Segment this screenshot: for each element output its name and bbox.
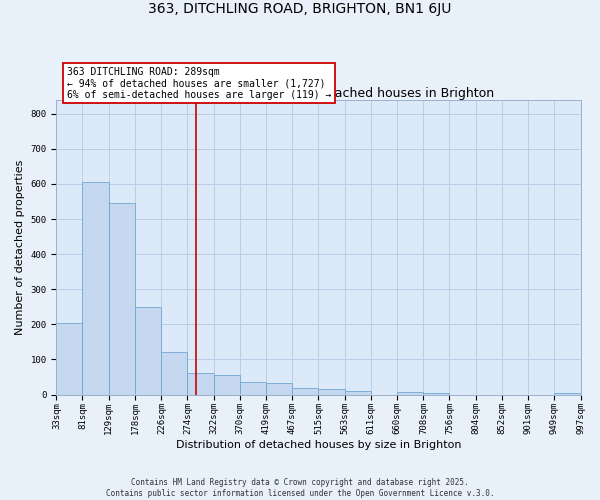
Bar <box>397 392 424 394</box>
Bar <box>135 307 161 394</box>
Bar <box>319 390 344 394</box>
Bar <box>554 393 581 394</box>
Bar <box>239 382 266 394</box>
Bar <box>344 391 371 394</box>
Bar <box>424 393 449 394</box>
Bar <box>292 388 319 394</box>
Text: 363, DITCHLING ROAD, BRIGHTON, BN1 6JU: 363, DITCHLING ROAD, BRIGHTON, BN1 6JU <box>148 2 452 16</box>
Bar <box>109 204 135 394</box>
Bar <box>214 374 239 394</box>
X-axis label: Distribution of detached houses by size in Brighton: Distribution of detached houses by size … <box>176 440 461 450</box>
Bar <box>161 352 187 395</box>
Bar <box>82 182 109 394</box>
Text: 363 DITCHLING ROAD: 289sqm
← 94% of detached houses are smaller (1,727)
6% of se: 363 DITCHLING ROAD: 289sqm ← 94% of deta… <box>67 66 331 100</box>
Text: Contains HM Land Registry data © Crown copyright and database right 2025.
Contai: Contains HM Land Registry data © Crown c… <box>106 478 494 498</box>
Bar <box>266 383 292 394</box>
Bar <box>187 374 214 394</box>
Title: Size of property relative to detached houses in Brighton: Size of property relative to detached ho… <box>143 86 494 100</box>
Y-axis label: Number of detached properties: Number of detached properties <box>15 160 25 335</box>
Bar <box>56 322 82 394</box>
